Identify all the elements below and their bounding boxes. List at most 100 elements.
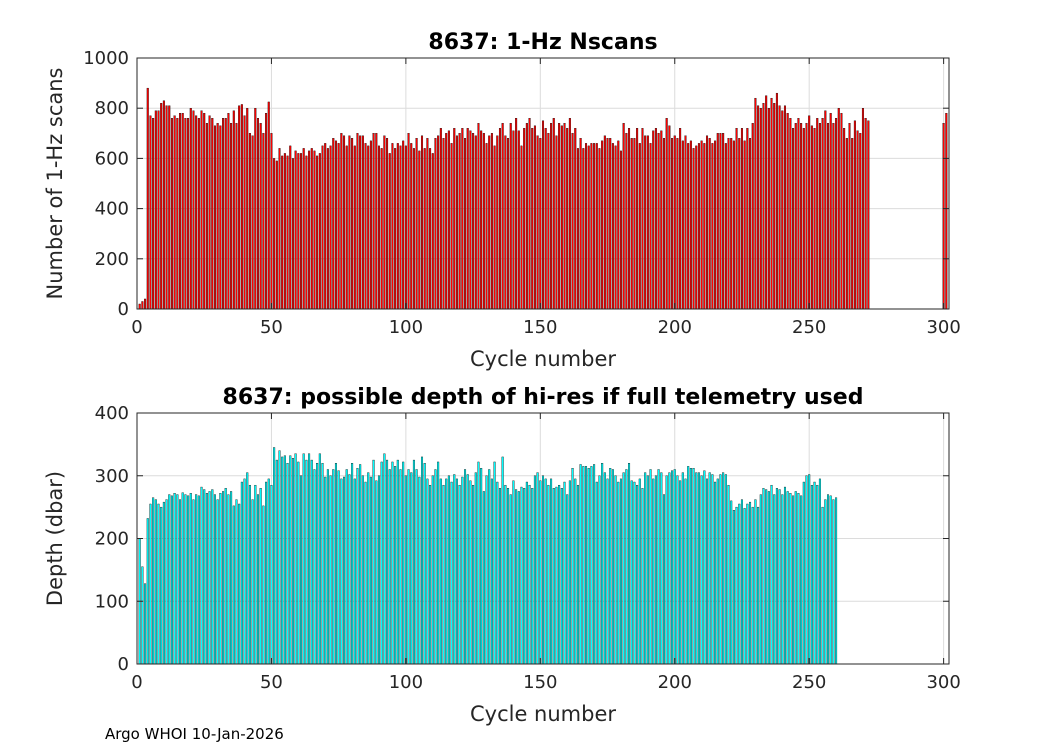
nscans-bar	[262, 133, 265, 310]
nscans-bar	[808, 115, 811, 310]
nscans-bar	[297, 153, 300, 310]
nscans-bar	[426, 138, 429, 310]
nscans-bar	[154, 110, 157, 310]
nscans-bar	[805, 123, 808, 310]
nscans-bar	[582, 148, 585, 310]
depth-bar	[735, 506, 738, 665]
nscans-bar	[568, 118, 571, 310]
nscans-bar	[372, 133, 375, 310]
nscans-bar	[560, 125, 563, 310]
nscans-bar	[845, 138, 848, 310]
depth-bar	[294, 453, 297, 665]
depth-bar	[539, 480, 542, 665]
depth-bar	[595, 481, 598, 665]
nscans-ytick-label: 800	[95, 98, 129, 119]
nscans-bar	[235, 123, 238, 310]
depth-bar	[200, 486, 203, 665]
nscans-bar	[326, 148, 329, 310]
depth-ytick-label: 200	[95, 529, 129, 550]
nscans-bar	[377, 145, 380, 310]
nscans-bar	[179, 113, 182, 310]
nscans-bar	[552, 118, 555, 310]
nscans-bar	[466, 128, 469, 310]
depth-bar	[547, 484, 550, 665]
depth-bar	[472, 484, 475, 665]
nscans-bar	[238, 105, 241, 310]
depth-bar	[638, 478, 641, 665]
nscans-bar	[662, 138, 666, 310]
nscans-bar	[332, 138, 335, 310]
nscans-bar	[619, 150, 622, 310]
nscans-bar	[498, 128, 501, 310]
nscans-bar	[160, 103, 163, 310]
depth-bar	[810, 484, 813, 665]
nscans-bar	[181, 113, 184, 310]
nscans-bar	[641, 128, 644, 310]
depth-bar	[324, 476, 327, 665]
depth-bar	[160, 506, 163, 665]
depth-bar	[668, 472, 671, 665]
depth-bar	[372, 459, 375, 665]
nscans-bar	[399, 145, 402, 310]
nscans-bar	[525, 123, 528, 310]
depth-bar	[213, 494, 216, 665]
depth-bar	[587, 468, 590, 665]
depth-bar	[187, 495, 190, 665]
depth-bar	[383, 453, 386, 665]
nscans-bar	[313, 150, 316, 310]
nscans-bar	[794, 123, 797, 310]
nscans-bar	[609, 138, 612, 310]
nscans-bar	[192, 110, 195, 310]
nscans-bar	[291, 158, 294, 310]
nscans-xtick-label: 50	[260, 317, 283, 338]
depth-bar	[254, 484, 257, 665]
depth-bar	[711, 474, 714, 665]
depth-bar	[805, 475, 808, 665]
nscans-xlabel: Cycle number	[470, 347, 616, 371]
nscans-bar	[590, 143, 593, 310]
depth-title: 8637: possible depth of hi-res if full t…	[223, 385, 864, 410]
depth-bar	[808, 474, 811, 665]
depth-bar	[238, 503, 241, 665]
depth-bar	[195, 494, 198, 665]
depth-bar	[730, 500, 733, 665]
depth-bar	[477, 461, 480, 665]
nscans-bar	[157, 110, 160, 310]
depth-bar	[232, 505, 235, 665]
nscans-title: 8637: 1-Hz Nscans	[428, 30, 657, 55]
nscans-bar	[810, 125, 813, 310]
depth-bar	[437, 461, 440, 665]
nscans-bar	[617, 140, 620, 310]
nscans-bar	[558, 123, 561, 310]
nscans-bar	[224, 118, 227, 310]
depth-bar	[394, 466, 397, 665]
depth-bar	[684, 478, 687, 665]
depth-bar	[738, 503, 741, 665]
nscans-bar	[310, 148, 313, 310]
nscans-bar	[523, 128, 526, 310]
depth-bar	[512, 480, 515, 665]
depth-bar	[377, 475, 380, 665]
depth-bar	[703, 470, 706, 665]
nscans-bar	[367, 145, 370, 310]
nscans-bar	[469, 130, 472, 310]
depth-bar	[396, 459, 399, 665]
nscans-bar	[628, 128, 631, 310]
nscans-bar	[711, 143, 714, 310]
depth-bar	[356, 468, 359, 665]
depth-bar	[248, 484, 251, 665]
depth-bar	[509, 494, 512, 665]
depth-xtick-label: 150	[523, 672, 557, 693]
nscans-bar	[356, 133, 359, 310]
depth-bar	[402, 461, 405, 665]
nscans-bar	[369, 140, 372, 310]
nscans-bar	[259, 123, 262, 310]
depth-bar	[189, 493, 192, 665]
nscans-xtick-label: 300	[926, 317, 960, 338]
nscans-bar	[679, 128, 682, 310]
depth-bar	[614, 475, 617, 665]
nscans-bar	[816, 118, 819, 310]
depth-bar	[216, 499, 219, 665]
nscans-bar	[714, 140, 717, 310]
nscans-bar	[195, 115, 198, 310]
